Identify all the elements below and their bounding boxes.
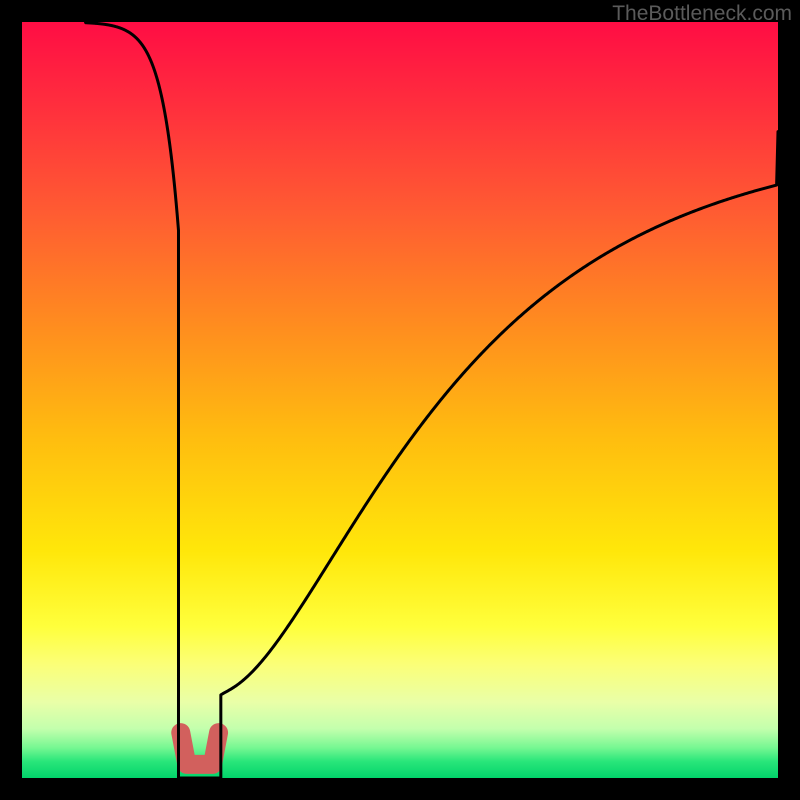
chart-svg: TheBottleneck.com: [0, 0, 800, 800]
chart-background-gradient: [22, 22, 778, 778]
watermark-text: TheBottleneck.com: [612, 2, 792, 25]
chart-root: TheBottleneck.com: [0, 0, 800, 800]
